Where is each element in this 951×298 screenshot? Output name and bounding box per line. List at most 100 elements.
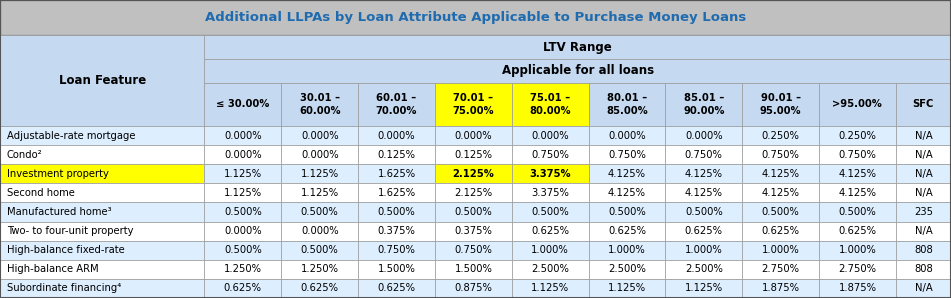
Text: 70.01 –
75.00%: 70.01 – 75.00% [453,93,495,116]
Text: 0.125%: 0.125% [455,150,493,160]
Text: 4.125%: 4.125% [685,169,723,179]
Bar [896,145,951,164]
Text: 0.625%: 0.625% [839,226,877,236]
Text: 1.500%: 1.500% [378,264,416,274]
Bar [512,164,589,183]
Text: 1.250%: 1.250% [223,264,262,274]
Text: Two- to four-unit property: Two- to four-unit property [7,226,133,236]
Bar [359,145,435,164]
Text: 1.625%: 1.625% [378,188,416,198]
Text: 0.500%: 0.500% [685,207,723,217]
Bar [0,145,204,164]
Bar [896,202,951,222]
Text: 1.125%: 1.125% [608,283,646,294]
Bar [589,83,666,126]
Text: Condo²: Condo² [7,150,42,160]
Bar [589,145,666,164]
Text: 0.500%: 0.500% [224,207,262,217]
Text: 0.000%: 0.000% [301,131,339,141]
Bar [666,260,742,279]
Bar [512,202,589,222]
Text: 1.000%: 1.000% [608,245,646,255]
Text: 3.375%: 3.375% [530,169,571,179]
Text: 235: 235 [914,207,933,217]
Text: 808: 808 [914,264,933,274]
Bar [0,260,204,279]
Bar [896,164,951,183]
Text: 0.250%: 0.250% [839,131,877,141]
Text: Manufactured home³: Manufactured home³ [7,207,111,217]
Bar [666,164,742,183]
Text: Second home: Second home [7,188,74,198]
Text: 1.625%: 1.625% [378,169,416,179]
Text: 1.000%: 1.000% [532,245,569,255]
Bar [512,126,589,145]
Bar [281,202,359,222]
Text: 0.500%: 0.500% [532,207,569,217]
Text: 0.500%: 0.500% [839,207,876,217]
Bar [819,260,896,279]
Bar [281,164,359,183]
Bar [281,126,359,145]
Bar [204,241,281,260]
Text: 2.500%: 2.500% [608,264,646,274]
Bar [896,183,951,202]
Text: 1.125%: 1.125% [223,188,262,198]
Bar [819,202,896,222]
Text: 1.125%: 1.125% [223,169,262,179]
Text: 0.750%: 0.750% [455,245,493,255]
Bar [589,222,666,241]
Bar [435,279,512,298]
Text: 4.125%: 4.125% [762,169,800,179]
Text: 2.750%: 2.750% [762,264,800,274]
Bar [512,83,589,126]
Text: 0.625%: 0.625% [378,283,416,294]
Text: 1.875%: 1.875% [762,283,800,294]
Bar [204,260,281,279]
Bar [512,183,589,202]
Text: 0.500%: 0.500% [762,207,800,217]
Bar [742,260,819,279]
Bar [359,241,435,260]
Bar [204,183,281,202]
Bar [819,241,896,260]
Text: 0.250%: 0.250% [762,131,800,141]
Bar [204,145,281,164]
Bar [0,126,204,145]
Bar [204,222,281,241]
Text: High-balance ARM: High-balance ARM [7,264,98,274]
Bar [666,145,742,164]
Text: 80.01 –
85.00%: 80.01 – 85.00% [606,93,648,116]
Text: 0.750%: 0.750% [378,245,416,255]
Text: 0.625%: 0.625% [685,226,723,236]
Text: 0.875%: 0.875% [455,283,493,294]
Text: 0.750%: 0.750% [532,150,569,160]
Text: N/A: N/A [915,226,932,236]
Bar [281,279,359,298]
Text: 0.375%: 0.375% [455,226,493,236]
Bar [666,279,742,298]
Text: N/A: N/A [915,188,932,198]
Text: 4.125%: 4.125% [762,188,800,198]
Bar [0,279,204,298]
Text: 0.500%: 0.500% [301,245,339,255]
Bar [666,126,742,145]
Text: 0.375%: 0.375% [378,226,416,236]
Text: 0.750%: 0.750% [608,150,646,160]
Bar [742,145,819,164]
Text: 1.500%: 1.500% [455,264,493,274]
Text: 0.750%: 0.750% [685,150,723,160]
Bar [589,260,666,279]
Bar [666,222,742,241]
Bar [742,222,819,241]
Bar [204,35,951,59]
Text: 4.125%: 4.125% [839,169,877,179]
Text: 0.000%: 0.000% [301,226,339,236]
Bar [435,83,512,126]
Text: 90.01 –
95.00%: 90.01 – 95.00% [760,93,802,116]
Bar [512,260,589,279]
Text: 808: 808 [914,245,933,255]
Text: 85.01 –
90.00%: 85.01 – 90.00% [683,93,725,116]
Text: 0.000%: 0.000% [532,131,569,141]
Text: 0.625%: 0.625% [301,283,339,294]
